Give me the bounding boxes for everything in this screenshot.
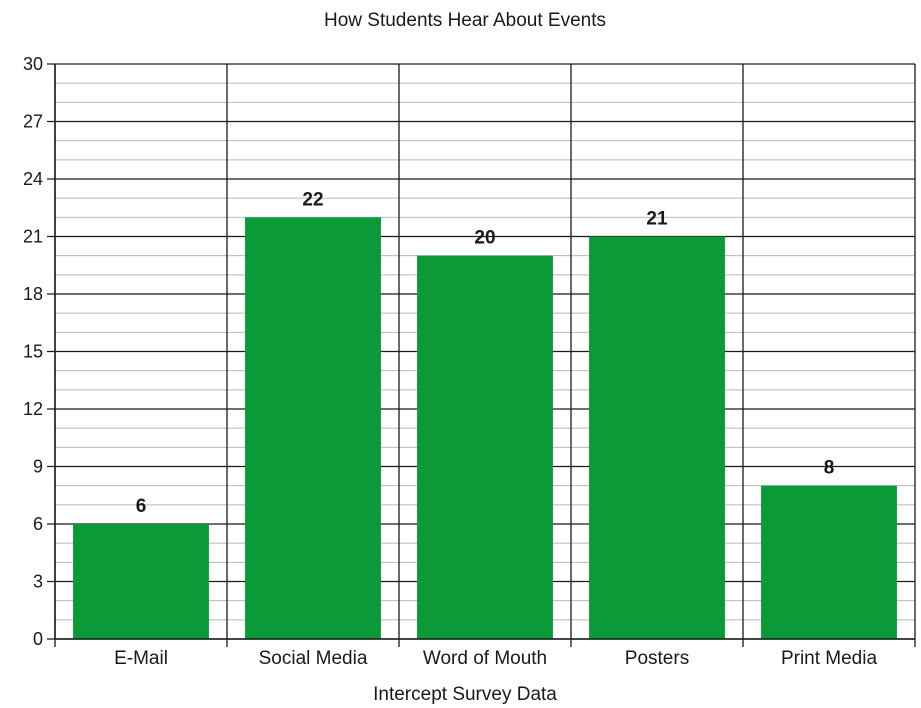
x-tick-label: E-Mail	[114, 648, 168, 669]
y-tick-label: 24	[23, 169, 43, 189]
y-tick-label: 21	[23, 227, 43, 247]
bar	[761, 485, 897, 639]
y-tick-labels: 0 3 6 9 12 15 18 21 24 27 30	[23, 54, 43, 649]
bar	[73, 524, 209, 639]
bars	[73, 217, 897, 640]
bar	[417, 255, 553, 639]
y-tick-label: 18	[23, 284, 43, 304]
bar	[589, 236, 725, 639]
x-tick-label: Posters	[625, 648, 689, 669]
y-tick-label: 6	[33, 514, 43, 534]
data-label: 22	[302, 189, 323, 210]
data-label: 6	[136, 496, 147, 517]
y-tick-label: 9	[33, 457, 43, 477]
y-tick-label: 30	[23, 54, 43, 74]
data-label: 20	[474, 228, 495, 249]
x-category-labels: E-Mail Social Media Word of Mouth Posters Pr…	[114, 648, 877, 669]
x-tick-label: Social Media	[259, 648, 368, 669]
y-tick-label: 15	[23, 342, 43, 362]
y-tick-label: 3	[33, 572, 43, 592]
x-tick-label: Word of Mouth	[423, 648, 547, 669]
y-tick-label: 0	[33, 629, 43, 649]
chart-title: How Students Hear About Events	[324, 10, 606, 31]
data-labels: 6 22 20 21 8	[136, 189, 835, 517]
data-label: 8	[824, 458, 835, 479]
x-tick-label: Print Media	[781, 648, 878, 669]
bar	[245, 217, 381, 640]
axes	[54, 64, 915, 640]
y-tick-label: 12	[23, 399, 43, 419]
x-axis-label: Intercept Survey Data	[373, 684, 557, 705]
y-tick-label: 27	[23, 112, 43, 132]
data-label: 21	[646, 209, 668, 230]
